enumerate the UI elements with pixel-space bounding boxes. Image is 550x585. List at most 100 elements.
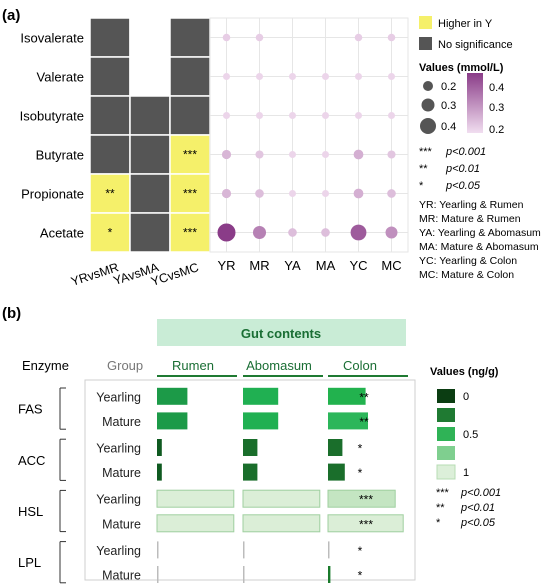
dot-col-label-yr: YR [217, 258, 235, 273]
size-legend-dot [423, 81, 433, 91]
sig-star: * [358, 466, 363, 480]
value-bar [327, 514, 404, 533]
value-bar [243, 387, 279, 405]
abbrev-line: MR: Mature & Rumen [419, 213, 521, 225]
value-bar [157, 566, 159, 583]
color-scale-bar [467, 73, 483, 133]
dot-point [223, 112, 230, 119]
value-bar [157, 439, 162, 456]
legend-b-swatch [437, 408, 455, 422]
value-bar [243, 463, 258, 481]
group-label-mature: Mature [102, 466, 141, 480]
dot-point [385, 226, 398, 239]
value-bar [328, 387, 366, 405]
group-header: Group [107, 358, 143, 373]
dot-point [221, 188, 232, 199]
sig-p: p<0.05 [445, 180, 481, 192]
sig-p: p<0.01 [445, 163, 480, 175]
color-legend-label: 0.2 [489, 124, 504, 136]
dot-point [387, 189, 396, 198]
legend-b-swatch [437, 389, 455, 403]
dot-point [355, 73, 362, 80]
dot-col-label-mr: MR [249, 258, 269, 273]
dot-plot-frame [209, 17, 409, 253]
sig-stars: *** [419, 146, 433, 158]
dot-point [387, 150, 396, 159]
sig-star: * [358, 569, 363, 583]
heat-cell [129, 173, 171, 214]
legend-b-label: 1 [463, 467, 469, 479]
dot-point [354, 33, 363, 42]
legend-higher-swatch [419, 16, 432, 29]
dot-point [322, 73, 329, 80]
value-bar [243, 541, 245, 559]
dot-plot-a: YR MR YA MA YC MC [209, 17, 409, 273]
gut-contents-banner [157, 319, 406, 346]
dot-col-label-mc: MC [381, 258, 401, 273]
row-label-acetate: Acetate [40, 226, 84, 241]
legend-b-swatch [436, 464, 456, 480]
group-label-yearling: Yearling [96, 442, 141, 456]
dot-point [350, 224, 367, 241]
legend-b-label: 0 [463, 391, 469, 403]
sig-stars: ** [436, 502, 445, 514]
value-bar [327, 489, 396, 508]
legend-b-label: 0.5 [463, 429, 478, 441]
size-legend-dot [420, 118, 436, 134]
dot-point [255, 33, 264, 42]
heat-cell [89, 134, 131, 175]
sig-p: p<0.001 [460, 487, 501, 499]
sig-star: ** [359, 415, 369, 429]
group-label-yearling: Yearling [96, 544, 141, 558]
abbrev-line: YC: Yearling & Colon [419, 255, 517, 267]
row-label-butyrate: Butyrate [36, 148, 84, 163]
dot-col-label-yc: YC [349, 258, 367, 273]
sig-star: ** [105, 187, 115, 201]
value-bar [328, 412, 368, 430]
sig-stars: * [419, 180, 424, 192]
dot-point [289, 73, 296, 80]
heat-cell [169, 17, 211, 58]
dot-point [388, 73, 395, 80]
legend-b-swatch [437, 427, 455, 441]
row-label-propionate: Propionate [21, 187, 84, 202]
dot-point [388, 112, 395, 119]
color-legend-label: 0.4 [489, 82, 504, 94]
value-bar [328, 566, 331, 583]
sig-star: *** [183, 148, 197, 162]
heat-cell [129, 95, 171, 136]
abbrev-line: YA: Yearling & Abomasum [419, 227, 541, 239]
dot-point [322, 151, 329, 158]
panel-b-label: (b) [2, 305, 21, 322]
sig-star: *** [359, 517, 373, 531]
heat-cell [129, 134, 171, 175]
color-legend-label: 0.3 [489, 102, 504, 114]
value-bar [243, 566, 245, 583]
heat-cell [89, 56, 131, 97]
row-label-isovalerate: Isovalerate [20, 31, 84, 46]
heat-cell [129, 56, 171, 97]
abbrev-line: MC: Mature & Colon [419, 269, 514, 281]
size-legend-label: 0.4 [441, 121, 456, 133]
dot-point [223, 73, 230, 80]
sig-star: *** [183, 187, 197, 201]
dot-point [353, 188, 364, 199]
row-label-valerate: Valerate [37, 70, 84, 85]
sig-star: * [108, 226, 113, 240]
value-bar [157, 463, 162, 481]
legend-nosig-swatch [419, 37, 432, 50]
legend-a: Higher in Y No significance Values (mmol… [419, 16, 541, 281]
dot-col-label-ya: YA [284, 258, 301, 273]
value-bar [328, 541, 330, 559]
value-bar [157, 541, 159, 559]
dot-point [222, 33, 231, 42]
dot-point [256, 73, 263, 80]
sig-p: p<0.05 [460, 517, 496, 529]
heat-cell [169, 212, 211, 253]
dot-point [353, 149, 364, 160]
dot-point [217, 223, 236, 242]
legend-b-swatches: 00.51 [436, 389, 478, 480]
